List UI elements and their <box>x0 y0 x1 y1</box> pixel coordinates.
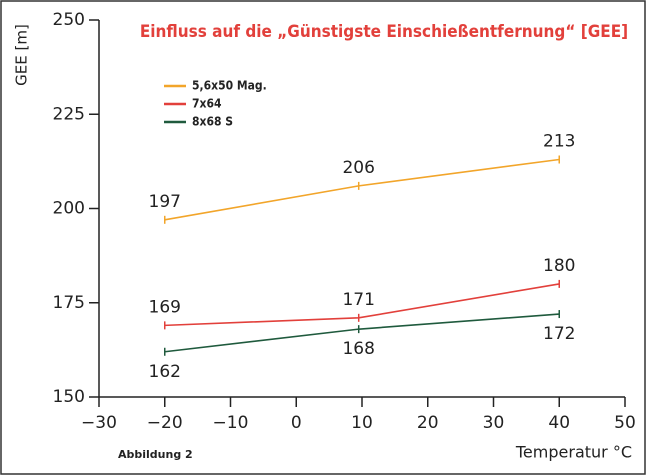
legend-label: 8x68 S <box>192 115 233 129</box>
x-tick-label: 0 <box>291 413 302 433</box>
chart-title: Einfluss auf die „Günstigste Einschießen… <box>140 22 628 42</box>
data-label: 168 <box>342 339 374 359</box>
data-label: 172 <box>543 324 575 344</box>
y-tick-label: 150 <box>53 387 85 407</box>
x-tick-label: −20 <box>147 413 183 433</box>
x-tick-label: −30 <box>81 413 117 433</box>
data-label: 197 <box>149 192 181 212</box>
y-axis-label: GEE [m] <box>13 24 31 86</box>
legend-label: 5,6x50 Mag. <box>192 79 267 93</box>
data-label: 213 <box>543 131 575 151</box>
x-axis-label: Temperatur °C <box>515 443 632 462</box>
y-tick-label: 175 <box>53 293 85 313</box>
x-tick-label: −10 <box>213 413 249 433</box>
legend-label: 7x64 <box>192 97 222 111</box>
x-tick-label: 30 <box>483 413 505 433</box>
y-tick-label: 225 <box>53 104 85 124</box>
x-tick-label: 10 <box>351 413 373 433</box>
y-tick-label: 200 <box>53 199 85 219</box>
x-tick-label: 40 <box>548 413 570 433</box>
data-label: 206 <box>342 158 374 178</box>
data-label: 162 <box>149 362 181 382</box>
data-label: 180 <box>543 256 575 276</box>
x-tick-label: 50 <box>614 413 636 433</box>
data-label: 169 <box>149 297 181 317</box>
x-tick-label: 20 <box>417 413 439 433</box>
footnote: Abbildung 2 <box>118 448 193 461</box>
y-tick-label: 250 <box>53 10 85 30</box>
data-label: 171 <box>342 290 374 310</box>
